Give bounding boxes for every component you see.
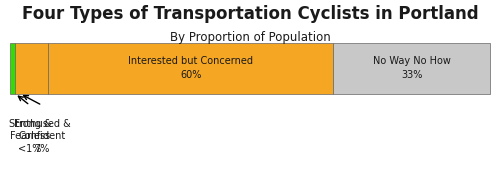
Bar bbox=[48, 42, 333, 94]
Text: No Way No How
33%: No Way No How 33% bbox=[372, 56, 450, 80]
Text: Strong &
Fearless
<1%: Strong & Fearless <1% bbox=[8, 119, 52, 154]
Text: Interested but Concerned
60%: Interested but Concerned 60% bbox=[128, 56, 253, 80]
Text: By Proportion of Population: By Proportion of Population bbox=[170, 31, 330, 44]
Bar bbox=[333, 42, 490, 94]
Text: Enthused &
Confident
7%: Enthused & Confident 7% bbox=[14, 119, 70, 154]
Text: Four Types of Transportation Cyclists in Portland: Four Types of Transportation Cyclists in… bbox=[22, 5, 478, 23]
Bar bbox=[10, 42, 15, 94]
Bar bbox=[15, 42, 48, 94]
